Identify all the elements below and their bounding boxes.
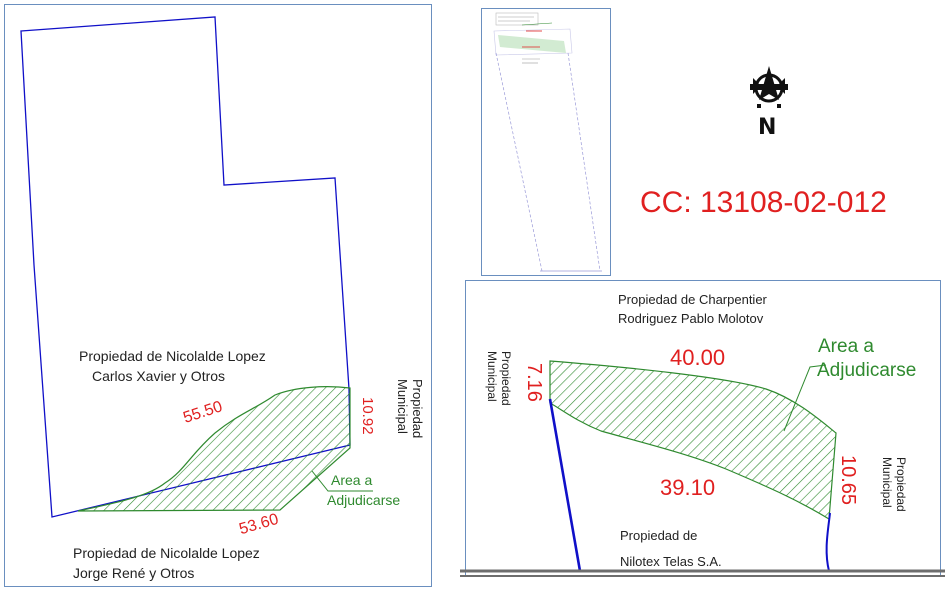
detail-dimension-west: 7.16 — [523, 363, 545, 402]
detail-hatched-area — [549, 360, 837, 521]
owner-south-line1: Propiedad de Nicolalde Lopez — [73, 545, 260, 561]
detail-dimension-east: 10.65 — [837, 455, 859, 506]
owner-north-line2: Carlos Xavier y Otros — [92, 368, 226, 384]
area-label-line2: Adjudicarse — [327, 492, 401, 508]
detail-owner-north-line2: Rodriguez Pablo Molotov — [618, 311, 764, 326]
detail-dimension-south: 39.10 — [660, 475, 716, 500]
east-boundary — [825, 512, 831, 572]
site-plan-drawing — [20, 16, 373, 518]
owner-east-label: Propiedad Municipal — [395, 379, 425, 439]
detail-owner-south-line1: Propiedad de — [620, 528, 698, 543]
detail-plan-panel: Propiedad de Charpentier Rodriguez Pablo… — [460, 280, 945, 577]
thumbnail-drawing — [493, 12, 602, 272]
detail-area-label-line1: Area a — [818, 336, 874, 357]
cadastral-code: CC: 13108-02-012 — [640, 186, 887, 219]
area-label-line1: Area a — [331, 472, 373, 488]
detail-leader-line — [783, 364, 827, 432]
dimension-east: 10.92 — [359, 397, 376, 435]
owner-south-line2: Jorge René y Otros — [73, 565, 195, 581]
site-plan-panel: Propiedad de Nicolalde Lopez Carlos Xavi… — [4, 4, 432, 587]
detail-plan-drawing — [460, 360, 945, 577]
west-boundary — [548, 398, 582, 572]
detail-owner-south-line2: Nilotex Telas S.A. — [620, 554, 722, 569]
detail-dimension-north: 40.00 — [670, 345, 726, 370]
hatched-area — [77, 386, 351, 512]
location-thumbnail — [481, 8, 611, 276]
north-arrow-icon: N — [750, 66, 788, 140]
owner-north-line1: Propiedad de Nicolalde Lopez — [79, 348, 266, 364]
area-leader-line — [311, 470, 373, 492]
detail-area-label-line2: Adjudicarse — [817, 360, 917, 381]
detail-owner-west: Propiedad Municipal — [485, 351, 513, 406]
detail-owner-east: Propiedad Municipal — [880, 457, 908, 512]
north-letter: N — [758, 115, 776, 140]
detail-owner-north-line1: Propiedad de Charpentier — [618, 292, 767, 307]
